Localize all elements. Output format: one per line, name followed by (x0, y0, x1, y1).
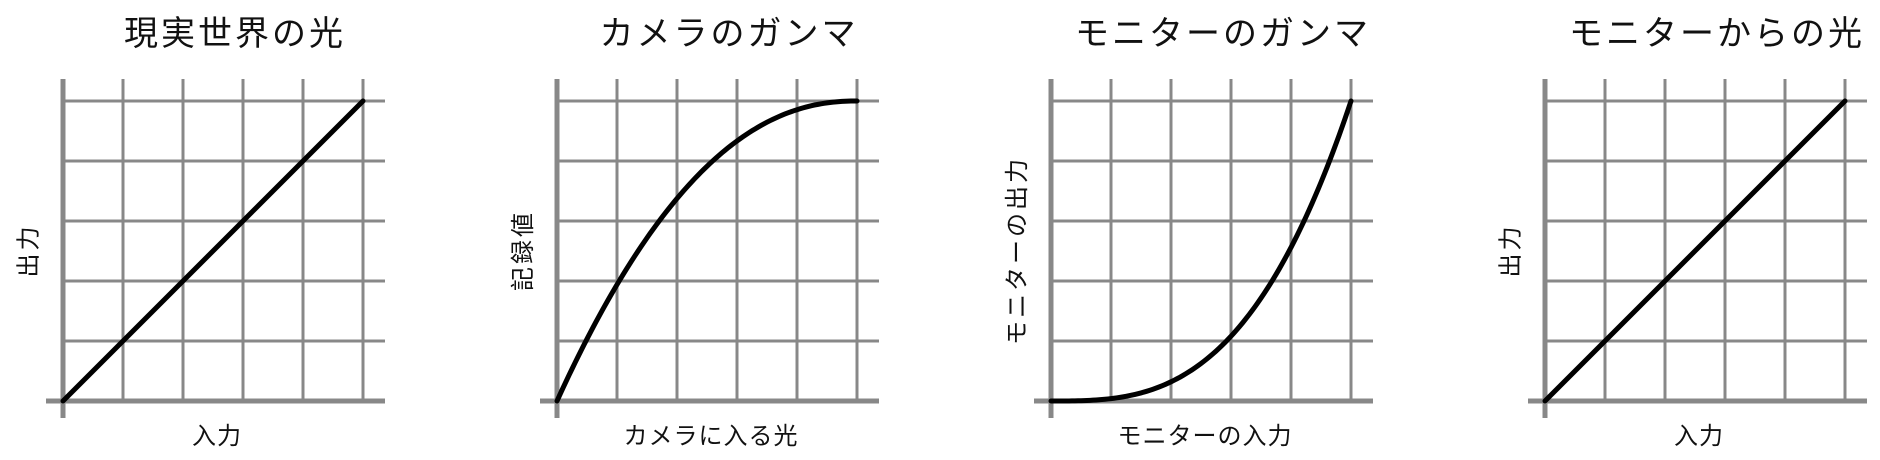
panel-title: 現実世界の光 (124, 14, 346, 54)
response-curve (554, 98, 860, 404)
x-axis-label: モニターの入力 (1117, 422, 1293, 450)
graph-monitor-gamma (1034, 79, 1373, 418)
x-axis-label: 入力 (1674, 422, 1724, 450)
x-axis-label: カメラに入る光 (623, 422, 799, 450)
panel-title: カメラのガンマ (599, 14, 859, 54)
response-curve (1542, 98, 1848, 404)
response-curve (1048, 98, 1354, 404)
y-axis-label: モニターの出力 (1002, 155, 1031, 345)
y-axis-label: 出力 (1496, 223, 1525, 277)
graph-linear-monitor (1528, 79, 1867, 418)
y-axis-label: 記録値 (508, 209, 537, 291)
response-curve (60, 98, 366, 404)
panel-monitor-gamma: モニターのガンマ モニターの出力 モニターの入力 (988, 0, 1458, 460)
y-axis-label: 出力 (14, 223, 43, 277)
graph-linear-real (46, 79, 385, 418)
panel-title: モニターのガンマ (1075, 14, 1371, 54)
x-axis-label: 入力 (192, 422, 242, 450)
graph-camera-gamma (540, 79, 879, 418)
panel-camera-gamma: カメラのガンマ 記録値 カメラに入る光 (494, 0, 964, 460)
panel-monitor-light: モニターからの光 出力 入力 (1482, 0, 1880, 460)
panel-real-world-light: 現実世界の光 出力 入力 (0, 0, 470, 460)
panel-title: モニターからの光 (1569, 14, 1865, 54)
